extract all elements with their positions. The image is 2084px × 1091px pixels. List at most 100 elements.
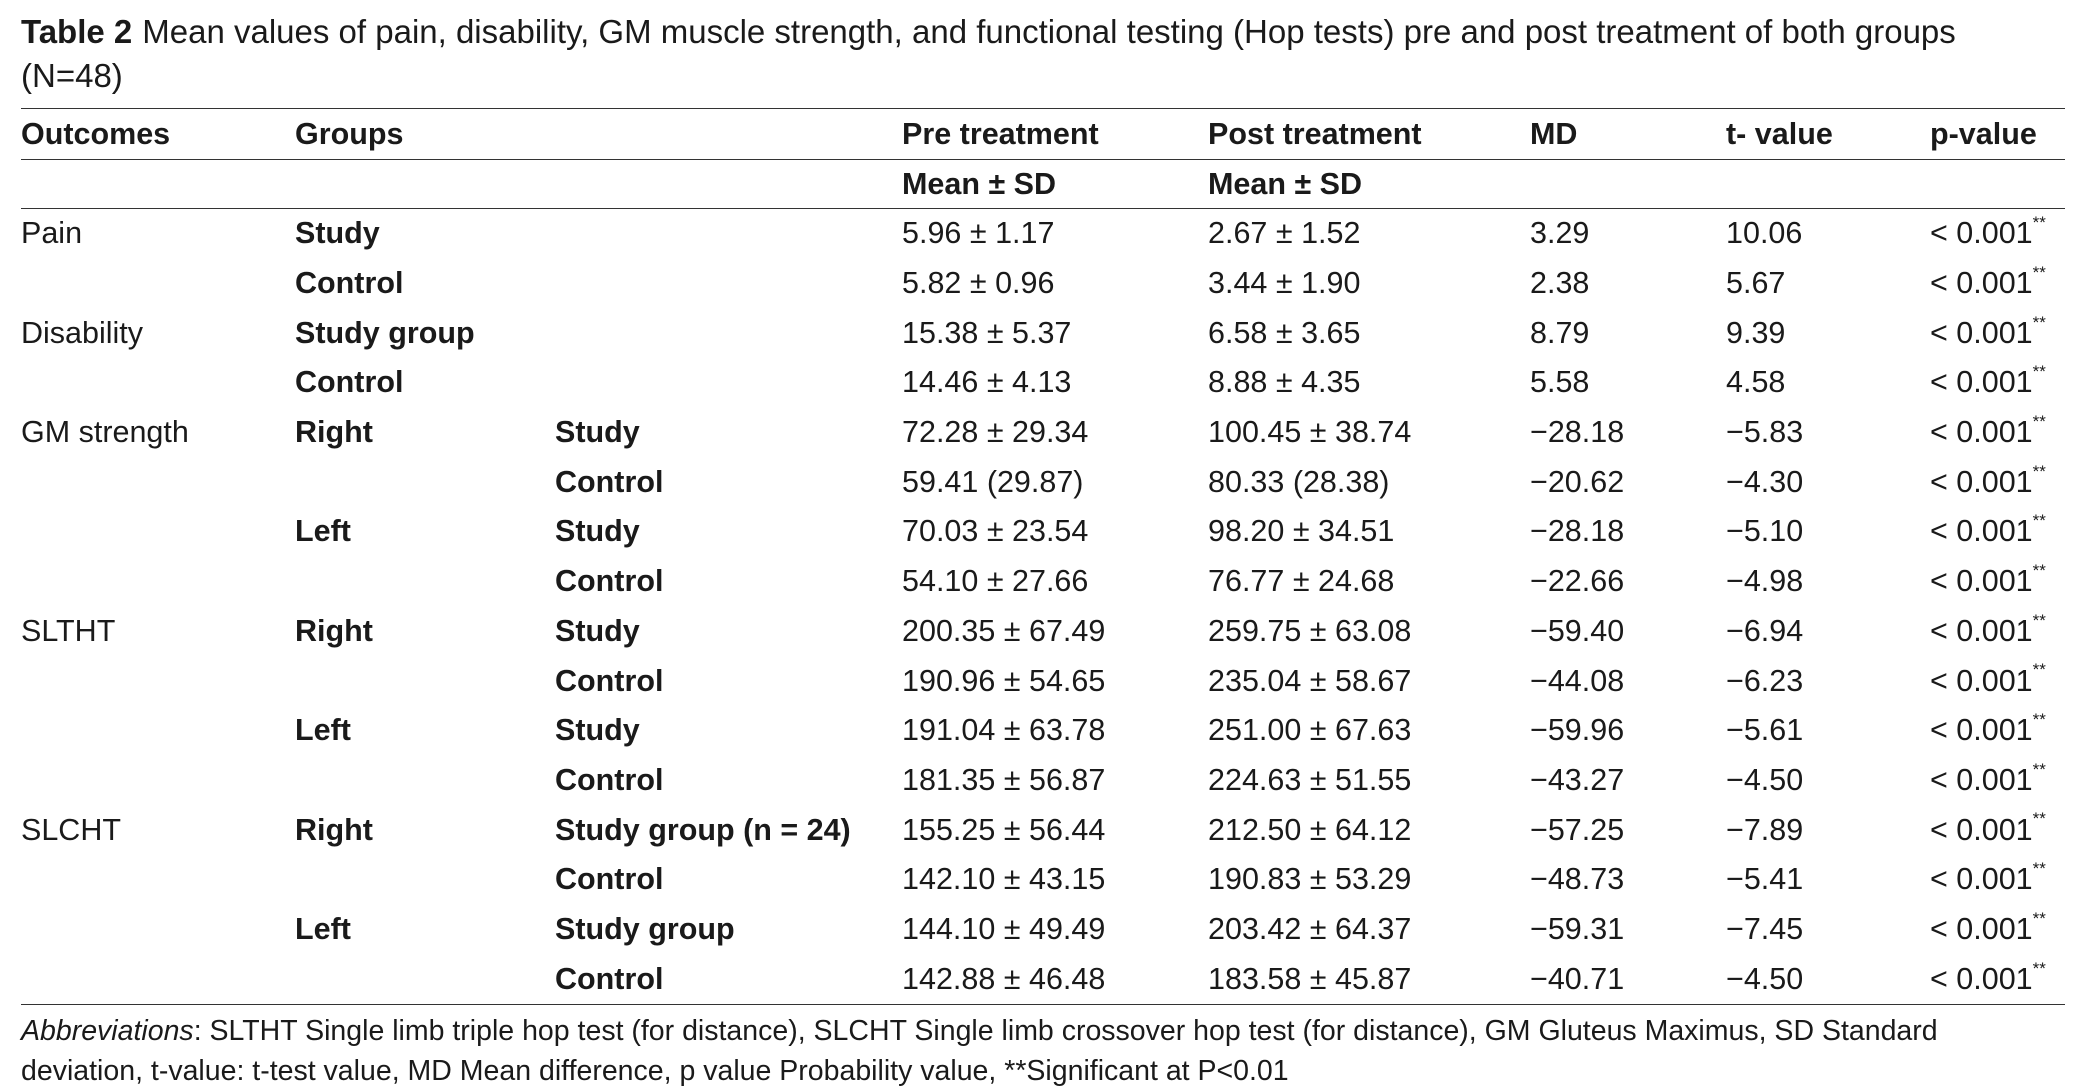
table-row: Left Study 191.04 ± 63.78 251.00 ± 67.63… <box>21 706 2065 756</box>
cell-post: 251.00 ± 67.63 <box>1208 713 1412 748</box>
cell-pre: 144.10 ± 49.49 <box>902 911 1106 946</box>
cell-pre: 191.04 ± 63.78 <box>902 713 1106 748</box>
cell-md: −44.08 <box>1530 663 1625 698</box>
cell-group: Right <box>295 812 373 847</box>
p-value-text: < 0.001 <box>1930 911 2033 946</box>
significance-mark: ** <box>2032 710 2046 730</box>
results-table: Outcomes Groups Pre treatment Post treat… <box>21 108 2066 1006</box>
cell-md: −22.66 <box>1530 564 1625 599</box>
table-caption: Table 2 Mean values of pain, disability, … <box>21 10 2064 98</box>
cell-md: −48.73 <box>1530 862 1625 897</box>
cell-pre: 200.35 ± 67.49 <box>902 613 1106 648</box>
cell-p: < 0.001** <box>1930 954 2066 1006</box>
p-value-text: < 0.001 <box>1930 514 2033 549</box>
cell-group <box>295 656 555 706</box>
cell-post: 8.88 ± 4.35 <box>1208 365 1361 400</box>
significance-mark: ** <box>2032 213 2046 233</box>
cell-post: 80.33 (28.38) <box>1208 464 1390 499</box>
cell-group: Control <box>295 266 404 301</box>
header-groups: Groups <box>295 108 903 160</box>
p-value-text: < 0.001 <box>1930 365 2033 400</box>
header-p-value: p-value <box>1930 108 2066 160</box>
significance-mark: ** <box>2032 759 2046 779</box>
cell-pre: 5.96 ± 1.17 <box>902 216 1055 251</box>
header-md: MD <box>1530 108 1727 160</box>
table-row: SLCHT Right Study group (n = 24) 155.25 … <box>21 805 2065 855</box>
cell-post: 98.20 ± 34.51 <box>1208 514 1395 549</box>
cell-t: 5.67 <box>1726 266 1786 301</box>
cell-md: −20.62 <box>1530 464 1625 499</box>
cell-group: Study <box>295 216 380 251</box>
cell-p: < 0.001** <box>1930 656 2065 706</box>
significance-mark: ** <box>2032 411 2046 431</box>
table-row: Control 190.96 ± 54.65 235.04 ± 58.67 −4… <box>21 656 2065 706</box>
cell-md: 5.58 <box>1530 365 1590 400</box>
cell-t: −7.45 <box>1726 911 1804 946</box>
cell-group: Control <box>295 365 404 400</box>
cell-subgroup: Study <box>555 713 640 748</box>
table-row: Pain Study 5.96 ± 1.17 2.67 ± 1.52 3.29 … <box>21 209 2065 259</box>
cell-pre: 142.88 ± 46.48 <box>902 954 1209 1006</box>
table-row: Control 59.41 (29.87) 80.33 (28.38) −20.… <box>21 457 2065 507</box>
cell-subgroup <box>555 209 902 259</box>
table-row: SLTHT Right Study 200.35 ± 67.49 259.75 … <box>21 607 2065 657</box>
table-row: Control 54.10 ± 27.66 76.77 ± 24.68 −22.… <box>21 557 2065 607</box>
cell-p: < 0.001** <box>1930 607 2065 657</box>
table-row: Left Study group 144.10 ± 49.49 203.42 ±… <box>21 905 2065 955</box>
p-value-text: < 0.001 <box>1930 961 2033 996</box>
header-post-treatment: Post treatment <box>1208 108 1531 160</box>
subheader-row: Mean ± SD Mean ± SD <box>21 159 2066 209</box>
cell-outcome <box>21 507 295 557</box>
cell-pre: 15.38 ± 5.37 <box>902 315 1072 350</box>
cell-md: −40.71 <box>1530 954 1727 1006</box>
cell-outcome: SLTHT <box>21 613 116 648</box>
cell-outcome <box>21 358 295 408</box>
table-caption-text: Mean values of pain, disability, GM musc… <box>21 13 1956 94</box>
cell-subgroup: Control <box>555 762 664 797</box>
cell-p: < 0.001** <box>1930 557 2065 607</box>
cell-outcome: GM strength <box>21 415 189 450</box>
cell-subgroup <box>555 259 902 309</box>
cell-subgroup: Study group <box>555 911 735 946</box>
footnote-lead: Abbreviations <box>21 1015 194 1047</box>
cell-t: −6.23 <box>1726 663 1804 698</box>
cell-p: < 0.001** <box>1930 905 2065 955</box>
cell-group: Study group <box>295 315 475 350</box>
cell-group: Right <box>295 613 373 648</box>
significance-mark: ** <box>2032 511 2046 531</box>
cell-pre: 142.10 ± 43.15 <box>902 862 1106 897</box>
significance-mark: ** <box>2032 461 2046 481</box>
header-row: Outcomes Groups Pre treatment Post treat… <box>21 108 2066 160</box>
cell-t: 9.39 <box>1726 315 1786 350</box>
cell-t: −4.98 <box>1726 564 1804 599</box>
cell-pre: 59.41 (29.87) <box>902 464 1084 499</box>
subheader-post-mean-sd: Mean ± SD <box>1208 159 1531 209</box>
cell-group: Right <box>295 415 373 450</box>
cell-outcome <box>21 656 295 706</box>
cell-outcome <box>21 756 295 806</box>
cell-subgroup: Control <box>555 663 664 698</box>
cell-outcome <box>21 259 295 309</box>
cell-t: −4.30 <box>1726 464 1804 499</box>
cell-subgroup: Control <box>555 954 903 1006</box>
p-value-text: < 0.001 <box>1930 266 2033 301</box>
cell-md: 8.79 <box>1530 315 1590 350</box>
cell-outcome <box>21 457 295 507</box>
cell-p: < 0.001** <box>1930 308 2065 358</box>
cell-group <box>295 557 555 607</box>
cell-p: < 0.001** <box>1930 855 2065 905</box>
cell-subgroup: Control <box>555 564 664 599</box>
cell-subgroup: Study <box>555 613 640 648</box>
cell-t: −4.50 <box>1726 762 1804 797</box>
significance-mark: ** <box>2032 908 2046 928</box>
cell-group <box>295 457 555 507</box>
cell-pre: 181.35 ± 56.87 <box>902 762 1106 797</box>
p-value-text: < 0.001 <box>1930 415 2033 450</box>
cell-t: −5.83 <box>1726 415 1804 450</box>
significance-mark: ** <box>2032 660 2046 680</box>
cell-subgroup: Control <box>555 862 664 897</box>
cell-group <box>295 954 555 1006</box>
cell-md: −59.96 <box>1530 713 1625 748</box>
cell-md: 2.38 <box>1530 266 1590 301</box>
